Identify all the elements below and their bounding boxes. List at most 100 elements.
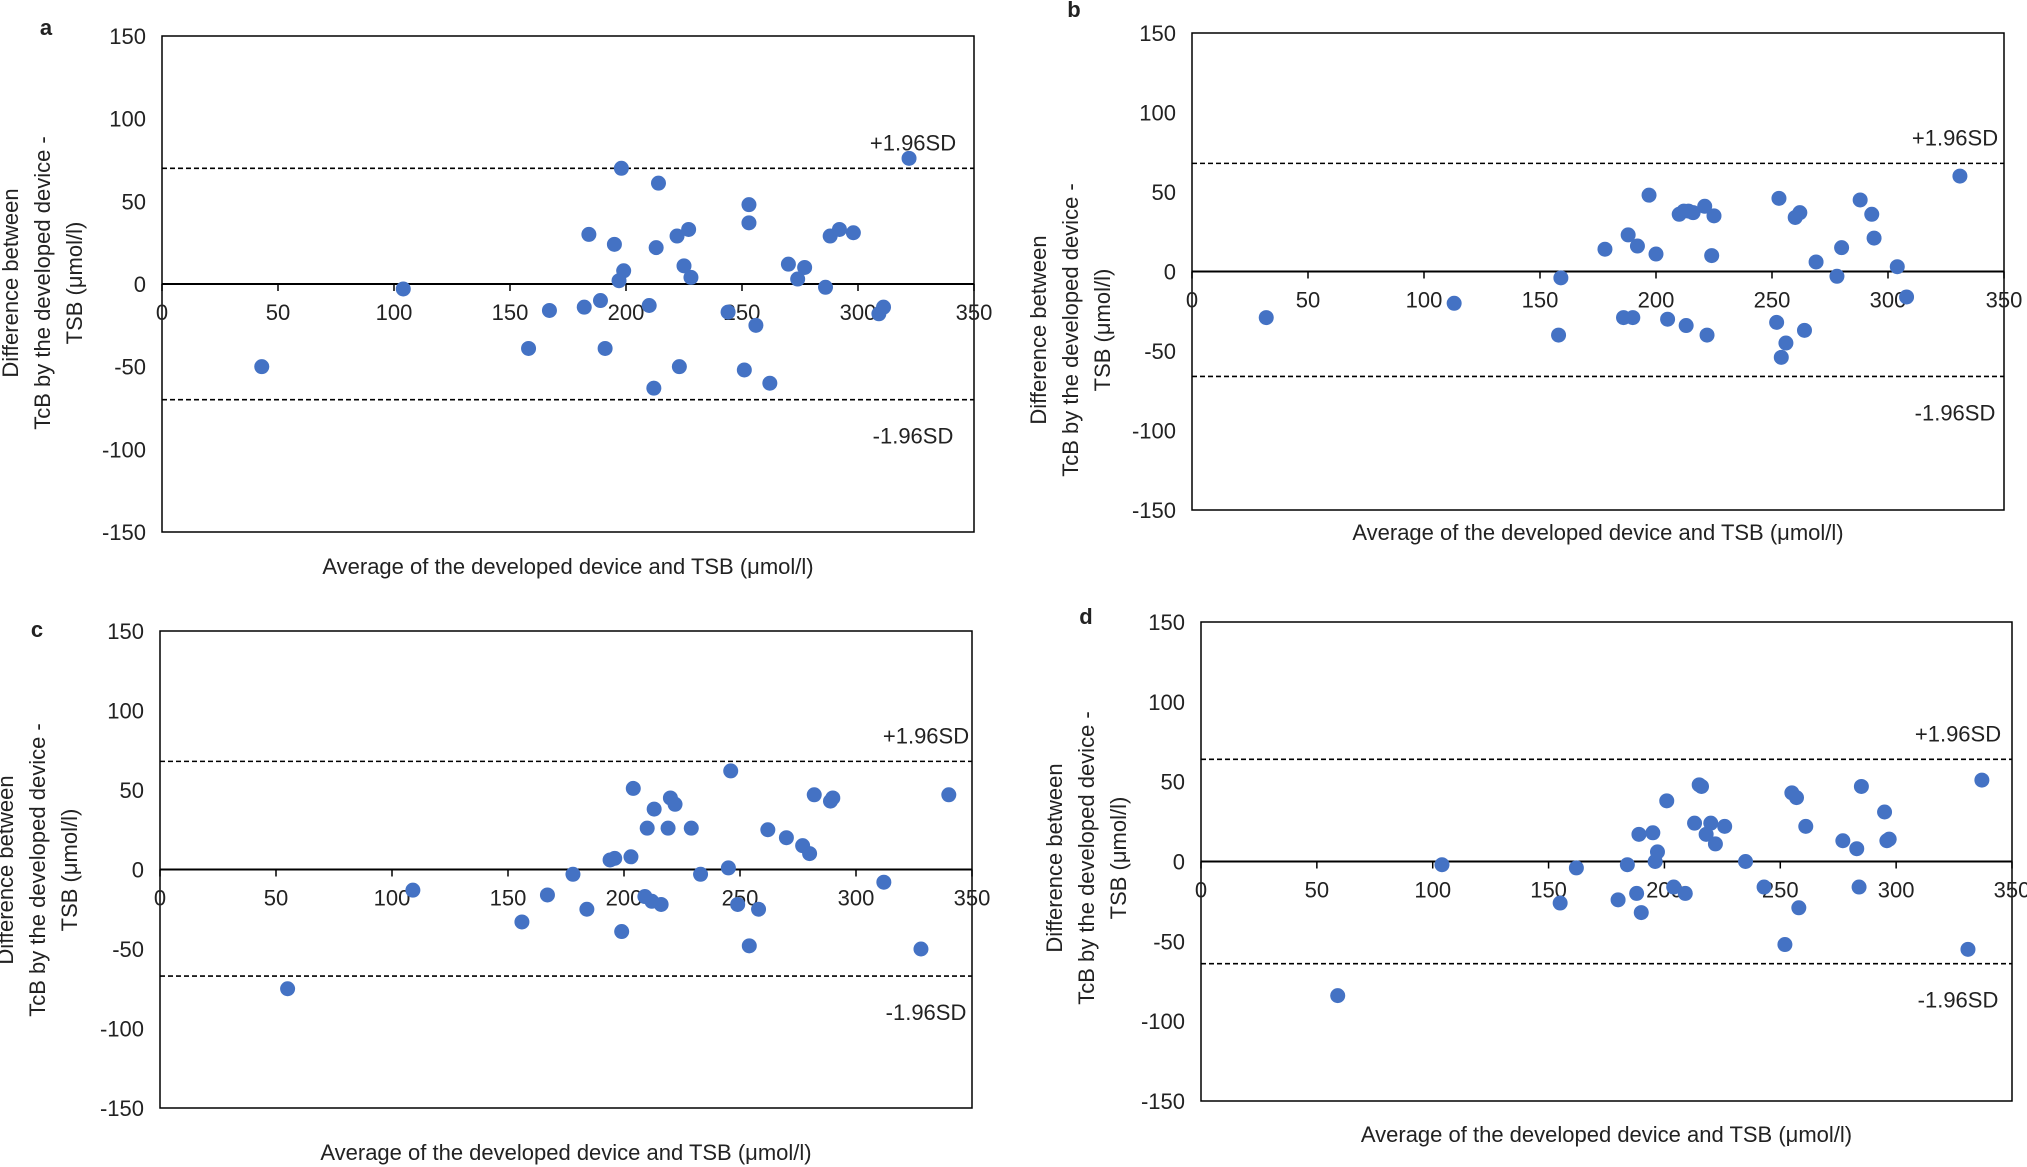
data-point <box>1777 937 1793 953</box>
data-point <box>1796 322 1812 338</box>
x-tick-label: 50 <box>264 886 288 911</box>
data-point <box>606 236 622 252</box>
y-tick-label: 100 <box>109 107 146 132</box>
data-point <box>723 763 739 779</box>
data-point <box>1660 311 1676 327</box>
y-tick-label: -100 <box>100 1017 144 1042</box>
y-tick-label: 0 <box>1164 260 1176 285</box>
data-point <box>653 896 669 912</box>
data-point <box>1851 879 1867 895</box>
y-axis-title-line: TcB by the developed device - <box>1058 183 1083 477</box>
lower-limit-label: -1.96SD <box>886 1000 967 1025</box>
y-tick-label: -50 <box>112 937 144 962</box>
data-point <box>1434 857 1450 873</box>
data-point <box>565 866 581 882</box>
data-point <box>616 263 632 279</box>
data-point <box>1597 241 1613 257</box>
x-tick-label: 0 <box>154 886 166 911</box>
data-point <box>681 221 697 237</box>
x-tick-label: 300 <box>840 300 877 325</box>
y-axis-title-line: Difference between <box>1026 235 1051 424</box>
panel-c: 050100150200250300350150100500-50-100-15… <box>0 617 990 1165</box>
data-point <box>1685 205 1701 221</box>
data-point <box>1738 854 1754 869</box>
x-tick-label: 350 <box>954 886 991 911</box>
y-tick-label: -100 <box>102 437 146 462</box>
data-point <box>579 901 595 917</box>
data-point <box>748 317 764 333</box>
data-point <box>1834 240 1850 256</box>
data-point <box>941 787 957 803</box>
y-tick-label: -100 <box>1141 1009 1185 1034</box>
y-tick-label: 50 <box>1152 180 1176 205</box>
data-point <box>280 981 296 997</box>
data-point <box>1258 310 1274 326</box>
data-point <box>1808 254 1824 270</box>
y-axis-title-line: TSB (μmol/l) <box>1090 269 1115 392</box>
data-point <box>1659 793 1675 809</box>
x-tick-label: 100 <box>374 886 411 911</box>
y-axis-title-line: TcB by the developed device - <box>25 723 50 1017</box>
x-tick-label: 150 <box>490 886 527 911</box>
data-point <box>720 860 736 876</box>
data-point <box>539 887 555 903</box>
panel-letter: c <box>31 617 43 642</box>
y-tick-label: 50 <box>1161 770 1185 795</box>
data-point <box>541 302 557 318</box>
x-axis-title: Average of the developed device and TSB … <box>320 1140 811 1165</box>
data-point <box>1798 818 1814 834</box>
data-point <box>1629 238 1645 254</box>
data-point <box>1687 815 1703 831</box>
x-tick-label: 0 <box>156 300 168 325</box>
lower-limit-label: -1.96SD <box>1915 400 1996 425</box>
data-point <box>751 901 767 917</box>
x-tick-label: 200 <box>1638 288 1675 313</box>
x-axis-title: Average of the developed device and TSB … <box>322 554 813 579</box>
y-axis-title-line: TcB by the developed device - <box>1074 711 1099 1005</box>
upper-limit-label: +1.96SD <box>1915 721 2001 746</box>
data-point <box>1553 270 1569 286</box>
data-point <box>790 271 806 287</box>
data-point <box>1791 900 1807 916</box>
y-tick-label: -150 <box>100 1096 144 1121</box>
data-point <box>1864 206 1880 222</box>
data-point <box>625 780 641 796</box>
panel-letter: d <box>1079 604 1092 629</box>
data-point <box>1952 168 1968 184</box>
y-axis-title-line: Difference between <box>0 775 18 964</box>
x-tick-label: 0 <box>1195 878 1207 903</box>
panel-letter: b <box>1067 0 1080 22</box>
data-point <box>1694 778 1710 794</box>
y-tick-label: 100 <box>107 699 144 724</box>
data-point <box>683 269 699 285</box>
x-tick-label: 200 <box>606 886 643 911</box>
data-point <box>1704 248 1720 264</box>
x-tick-label: 200 <box>608 300 645 325</box>
data-point <box>720 304 736 320</box>
x-tick-label: 50 <box>266 300 290 325</box>
data-point <box>1853 778 1869 794</box>
x-tick-label: 150 <box>1522 288 1559 313</box>
data-point <box>802 846 818 862</box>
data-point <box>1645 825 1661 841</box>
y-tick-label: 100 <box>1148 690 1185 715</box>
data-point <box>1568 860 1584 876</box>
data-point <box>1717 818 1733 834</box>
data-point <box>1697 198 1713 214</box>
y-axis-title-line: TSB (μmol/l) <box>57 809 82 932</box>
y-tick-label: 0 <box>1173 850 1185 875</box>
data-point <box>1633 905 1649 921</box>
y-tick-label: -50 <box>114 355 146 380</box>
x-tick-label: 50 <box>1305 878 1329 903</box>
data-point <box>736 362 752 378</box>
y-tick-label: 50 <box>122 189 146 214</box>
y-axis-title-line: Difference between <box>0 188 23 377</box>
data-point <box>641 297 657 313</box>
y-tick-label: 150 <box>1139 21 1176 46</box>
data-point <box>693 866 709 882</box>
data-point <box>1829 268 1845 284</box>
data-point <box>780 256 796 272</box>
x-tick-label: 350 <box>956 300 993 325</box>
data-point <box>825 790 841 806</box>
data-point <box>806 787 822 803</box>
